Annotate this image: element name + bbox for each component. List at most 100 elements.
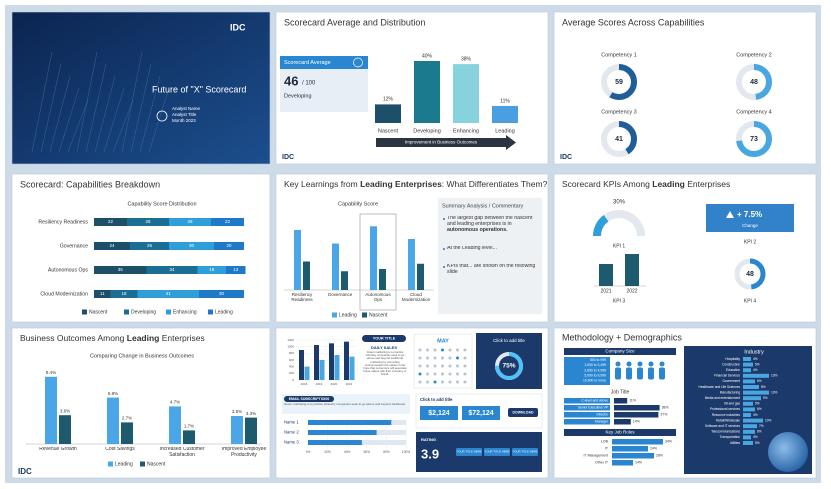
- segment-label: 11: [100, 291, 105, 296]
- bullet-text: KPIs that... are shown on the following …: [447, 264, 539, 276]
- industry-label: Education: [726, 368, 740, 372]
- calendar-day: [418, 356, 422, 360]
- category-label: Improved Employee Productivity: [221, 447, 267, 458]
- money-box: [462, 406, 500, 420]
- bar: [614, 398, 628, 404]
- calendar-day: [426, 364, 429, 368]
- calendar-day: [463, 356, 467, 360]
- decor-line: [85, 63, 107, 153]
- stacked-bar: [197, 266, 226, 274]
- value-label: 9%: [763, 396, 768, 400]
- bar: [743, 357, 751, 361]
- category-label: Resiliency Readiness: [291, 292, 313, 303]
- size-label: 10,000 or more: [583, 379, 606, 383]
- role-label: IT: [605, 447, 609, 451]
- industry-label: Manufacturing: [720, 390, 740, 394]
- bar: [612, 453, 654, 459]
- bullet-dot: [443, 218, 445, 220]
- stacked-bar: [110, 290, 138, 298]
- category-label: Autonomous Ops: [48, 267, 88, 273]
- button[interactable]: [508, 408, 538, 417]
- bar: [329, 343, 334, 380]
- rating-value: 3.9: [421, 446, 439, 461]
- slide-title: Future of "X" Scorecard: [152, 84, 246, 94]
- segment-label: 30: [219, 291, 225, 296]
- paragraph-box: Green marketing is a practice whereby co…: [363, 351, 406, 376]
- title-part: Leading: [652, 179, 685, 189]
- bar: [614, 419, 631, 425]
- donut-arc: [736, 64, 772, 100]
- x-tick-label: 100%: [402, 450, 410, 454]
- value-label: 10%: [765, 418, 772, 422]
- industry-label: Oil and gas: [724, 402, 741, 406]
- bar: [743, 413, 751, 417]
- text-run: autonomous operations.: [447, 226, 508, 233]
- bar: [183, 430, 195, 444]
- person-head: [637, 361, 643, 367]
- x-tick-label: 2019: [316, 382, 323, 386]
- calendar-day: [426, 372, 429, 376]
- bar: [743, 418, 763, 423]
- paragraph-box: Green marketing is a practice whereby co…: [284, 403, 406, 406]
- bar: [612, 446, 648, 452]
- person-head: [626, 361, 632, 367]
- bar: [743, 368, 751, 373]
- bar: [121, 422, 133, 444]
- bullet-dot: [443, 248, 445, 250]
- calendar-day: [456, 380, 459, 384]
- title-part: Leading Enterprises: [360, 179, 442, 189]
- calendar-day: [448, 356, 452, 360]
- bar: [743, 385, 759, 389]
- value-label: 5.8%: [108, 391, 118, 396]
- bar: [169, 406, 181, 444]
- bar: [45, 376, 57, 444]
- analyst-line: Month 2023: [172, 118, 196, 123]
- bar: [743, 373, 769, 378]
- value-label: 4.7%: [170, 400, 180, 405]
- size-list: [564, 357, 610, 385]
- calendar-day: [463, 364, 467, 368]
- job-label: C-level and above: [581, 399, 608, 403]
- calendar-day: [418, 372, 422, 376]
- title-part: : What Differentiates Them?: [442, 179, 548, 189]
- decor-line: [130, 63, 152, 153]
- legend-swatch: [208, 309, 213, 315]
- up-icon: [726, 211, 734, 218]
- segment-label: 35: [118, 267, 124, 272]
- name-label: Name 1: [284, 420, 299, 425]
- bar: [743, 379, 755, 384]
- person-head: [659, 361, 665, 367]
- stacked-bar: [146, 266, 198, 274]
- bar: [408, 239, 415, 290]
- arrow-label: Improvement in Business Outcomes: [405, 140, 478, 145]
- value-label: 34%: [665, 440, 672, 444]
- x-tick-label: 2020: [331, 382, 338, 386]
- section-header: [564, 429, 676, 436]
- legend-swatch: [108, 461, 113, 467]
- bar: [743, 396, 761, 401]
- rating-item: [512, 448, 538, 456]
- section-title: Key Job Roles: [605, 430, 635, 435]
- y-tick-label: 200: [289, 371, 294, 375]
- category-label: Governance: [60, 243, 88, 249]
- kpi-name: KPI 3: [613, 298, 625, 304]
- stacked-bar: [211, 218, 244, 226]
- bar: [743, 407, 755, 412]
- section-title: EMAIL SUBSCRIPTIONS: [289, 397, 330, 401]
- stacked-bar: [94, 242, 130, 250]
- value-label: 8.4%: [46, 370, 56, 375]
- arrow-head: [506, 135, 516, 150]
- industry-label: Hospitality: [725, 357, 740, 361]
- value-label: 5%: [755, 362, 760, 366]
- y-tick-label: 1200: [287, 338, 294, 342]
- segment-label: 24: [109, 243, 115, 248]
- value-label: 14%: [635, 461, 642, 465]
- pill-label: YOUR TITLE: [373, 337, 396, 341]
- legend-label: Nascent: [89, 309, 108, 315]
- value-label: 5%: [755, 441, 760, 445]
- bar: [294, 230, 301, 290]
- role-label: LOB: [601, 440, 609, 444]
- competency-name: Competency 4: [736, 109, 771, 115]
- stacked-bar: [137, 290, 199, 298]
